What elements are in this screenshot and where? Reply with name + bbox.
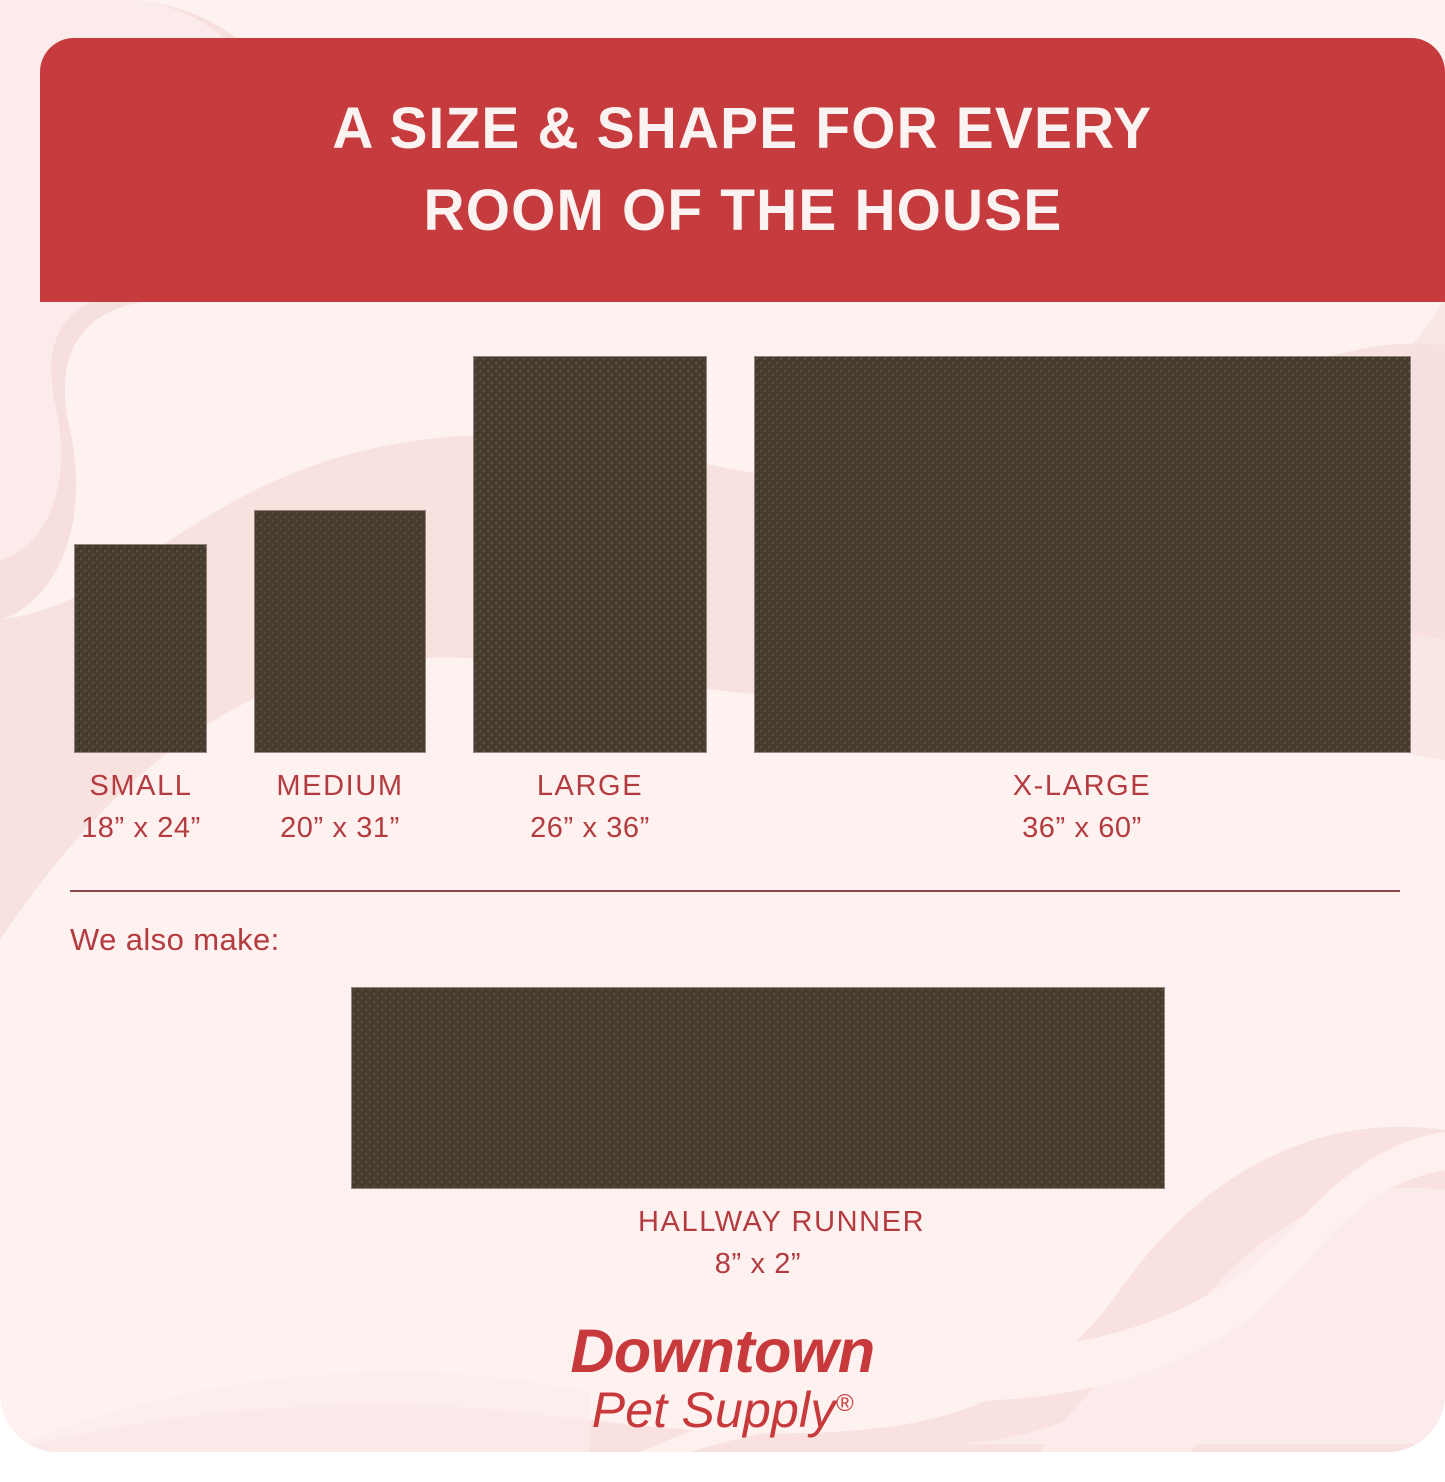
mat-swatch-x-large: [755, 357, 1410, 752]
size-dims-medium: 20” x 31”: [280, 812, 400, 844]
infographic-card: A SIZE & SHAPE FOR EVERY ROOM OF THE HOU…: [0, 0, 1445, 1452]
brand-name-secondary-text: Pet Supply: [591, 1382, 836, 1439]
size-dims-small: 18” x 24”: [81, 812, 201, 844]
size-name-hallway-runner: HALLWAY RUNNER: [638, 1206, 926, 1238]
header-banner: A SIZE & SHAPE FOR EVERY ROOM OF THE HOU…: [40, 38, 1445, 302]
brand-name-secondary: Pet Supply®: [0, 1384, 1445, 1437]
size-label-small: SMALL 18” x 24”: [20, 772, 262, 843]
size-label-hallway-runner: HALLWAY RUNNER 8” x 2”: [638, 1206, 926, 1280]
size-dims-hallway-runner: 8” x 2”: [714, 1248, 802, 1280]
size-label-x-large: X-LARGE 36” x 60”: [962, 772, 1202, 843]
brand-name-primary: Downtown: [570, 1317, 875, 1385]
header-title-line-2: ROOM OF THE HOUSE: [423, 178, 1062, 243]
size-name-large: LARGE: [536, 770, 644, 802]
mat-swatch-small: [75, 545, 206, 752]
size-label-large: LARGE 26” x 36”: [470, 772, 710, 843]
registered-trademark-icon: ®: [835, 1390, 854, 1418]
brand-logo: Downtown Pet Supply®: [0, 1320, 1445, 1437]
also-make-heading: We also make:: [70, 922, 280, 957]
size-label-medium: MEDIUM 20” x 31”: [220, 772, 460, 843]
size-name-x-large: X-LARGE: [1012, 770, 1152, 802]
section-divider: [70, 890, 1400, 892]
size-dims-large: 26” x 36”: [530, 812, 650, 844]
size-name-medium: MEDIUM: [276, 770, 404, 802]
mat-swatch-large: [474, 357, 706, 752]
header-title-line-1: A SIZE & SHAPE FOR EVERY: [332, 95, 1153, 161]
mat-swatch-hallway-runner: [352, 988, 1164, 1188]
size-name-small: SMALL: [89, 770, 193, 802]
size-dims-x-large: 36” x 60”: [1022, 812, 1142, 844]
mat-swatch-medium: [255, 511, 425, 752]
